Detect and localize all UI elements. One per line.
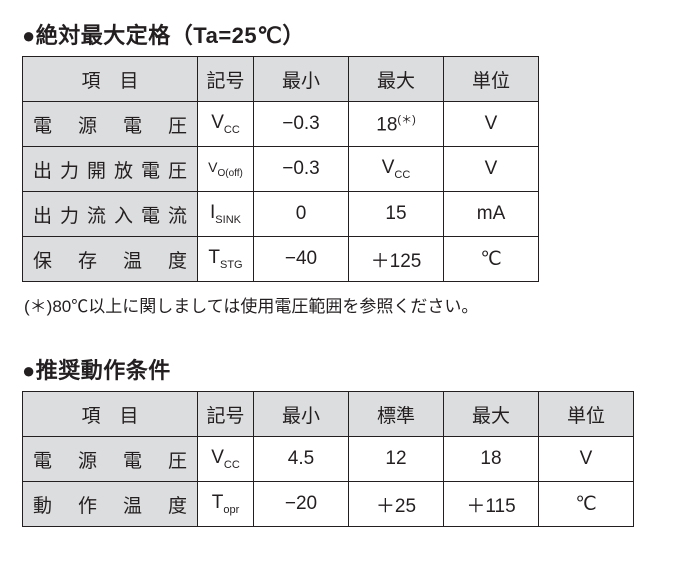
row-symbol: VCC <box>198 437 254 482</box>
col-unit: 単位 <box>539 392 634 437</box>
col-typ: 標準 <box>349 392 444 437</box>
table-header-row: 項 目 記号 最小 最大 単位 <box>23 57 539 102</box>
row-min: −0.3 <box>254 147 349 192</box>
table-row: 電 源 電 圧 VCC 4.5 12 18 V <box>23 437 634 482</box>
row-label: 出力流入電流 <box>23 192 198 237</box>
row-label: 保 存 温 度 <box>23 237 198 282</box>
col-item: 項 目 <box>23 392 198 437</box>
col-min: 最小 <box>254 57 349 102</box>
row-min: 0 <box>254 192 349 237</box>
section1-footnote: (＊)80℃以上に関しましては使用電圧範囲を参照ください。 <box>24 292 671 317</box>
row-label: 電 源 電 圧 <box>23 102 198 147</box>
row-unit: ℃ <box>539 482 634 527</box>
recommended-table: 項 目 記号 最小 標準 最大 単位 電 源 電 圧 VCC 4.5 12 18… <box>22 391 634 527</box>
table-row: 電 源 電 圧 VCC −0.3 18(＊) V <box>23 102 539 147</box>
table-row: 保 存 温 度 TSTG −40 ＋125 ℃ <box>23 237 539 282</box>
row-max: VCC <box>349 147 444 192</box>
col-min: 最小 <box>254 392 349 437</box>
row-label: 動 作 温 度 <box>23 482 198 527</box>
col-max: 最大 <box>349 57 444 102</box>
row-max: ＋115 <box>444 482 539 527</box>
row-symbol: VCC <box>198 102 254 147</box>
row-unit: ℃ <box>444 237 539 282</box>
table-row: 出力開放電圧 VO(off) −0.3 VCC V <box>23 147 539 192</box>
section2-title: ●推奨動作条件 <box>22 353 671 385</box>
row-max: 18 <box>444 437 539 482</box>
abs-max-table: 項 目 記号 最小 最大 単位 電 源 電 圧 VCC −0.3 18(＊) V… <box>22 56 539 282</box>
table-header-row: 項 目 記号 最小 標準 最大 単位 <box>23 392 634 437</box>
row-symbol: TSTG <box>198 237 254 282</box>
section1-title: ●絶対最大定格（Ta=25℃） <box>22 18 671 50</box>
row-min: −20 <box>254 482 349 527</box>
row-symbol: VO(off) <box>198 147 254 192</box>
row-label: 電 源 電 圧 <box>23 437 198 482</box>
row-unit: V <box>444 102 539 147</box>
row-max: 18(＊) <box>349 102 444 147</box>
row-max: ＋125 <box>349 237 444 282</box>
row-typ: ＋25 <box>349 482 444 527</box>
row-label: 出力開放電圧 <box>23 147 198 192</box>
row-symbol: Topr <box>198 482 254 527</box>
row-typ: 12 <box>349 437 444 482</box>
row-symbol: ISINK <box>198 192 254 237</box>
table-row: 動 作 温 度 Topr −20 ＋25 ＋115 ℃ <box>23 482 634 527</box>
row-unit: mA <box>444 192 539 237</box>
row-min: 4.5 <box>254 437 349 482</box>
col-item: 項 目 <box>23 57 198 102</box>
col-symbol: 記号 <box>198 57 254 102</box>
row-min: −0.3 <box>254 102 349 147</box>
col-symbol: 記号 <box>198 392 254 437</box>
col-unit: 単位 <box>444 57 539 102</box>
row-unit: V <box>539 437 634 482</box>
row-min: −40 <box>254 237 349 282</box>
table-row: 出力流入電流 ISINK 0 15 mA <box>23 192 539 237</box>
col-max: 最大 <box>444 392 539 437</box>
row-max: 15 <box>349 192 444 237</box>
row-unit: V <box>444 147 539 192</box>
